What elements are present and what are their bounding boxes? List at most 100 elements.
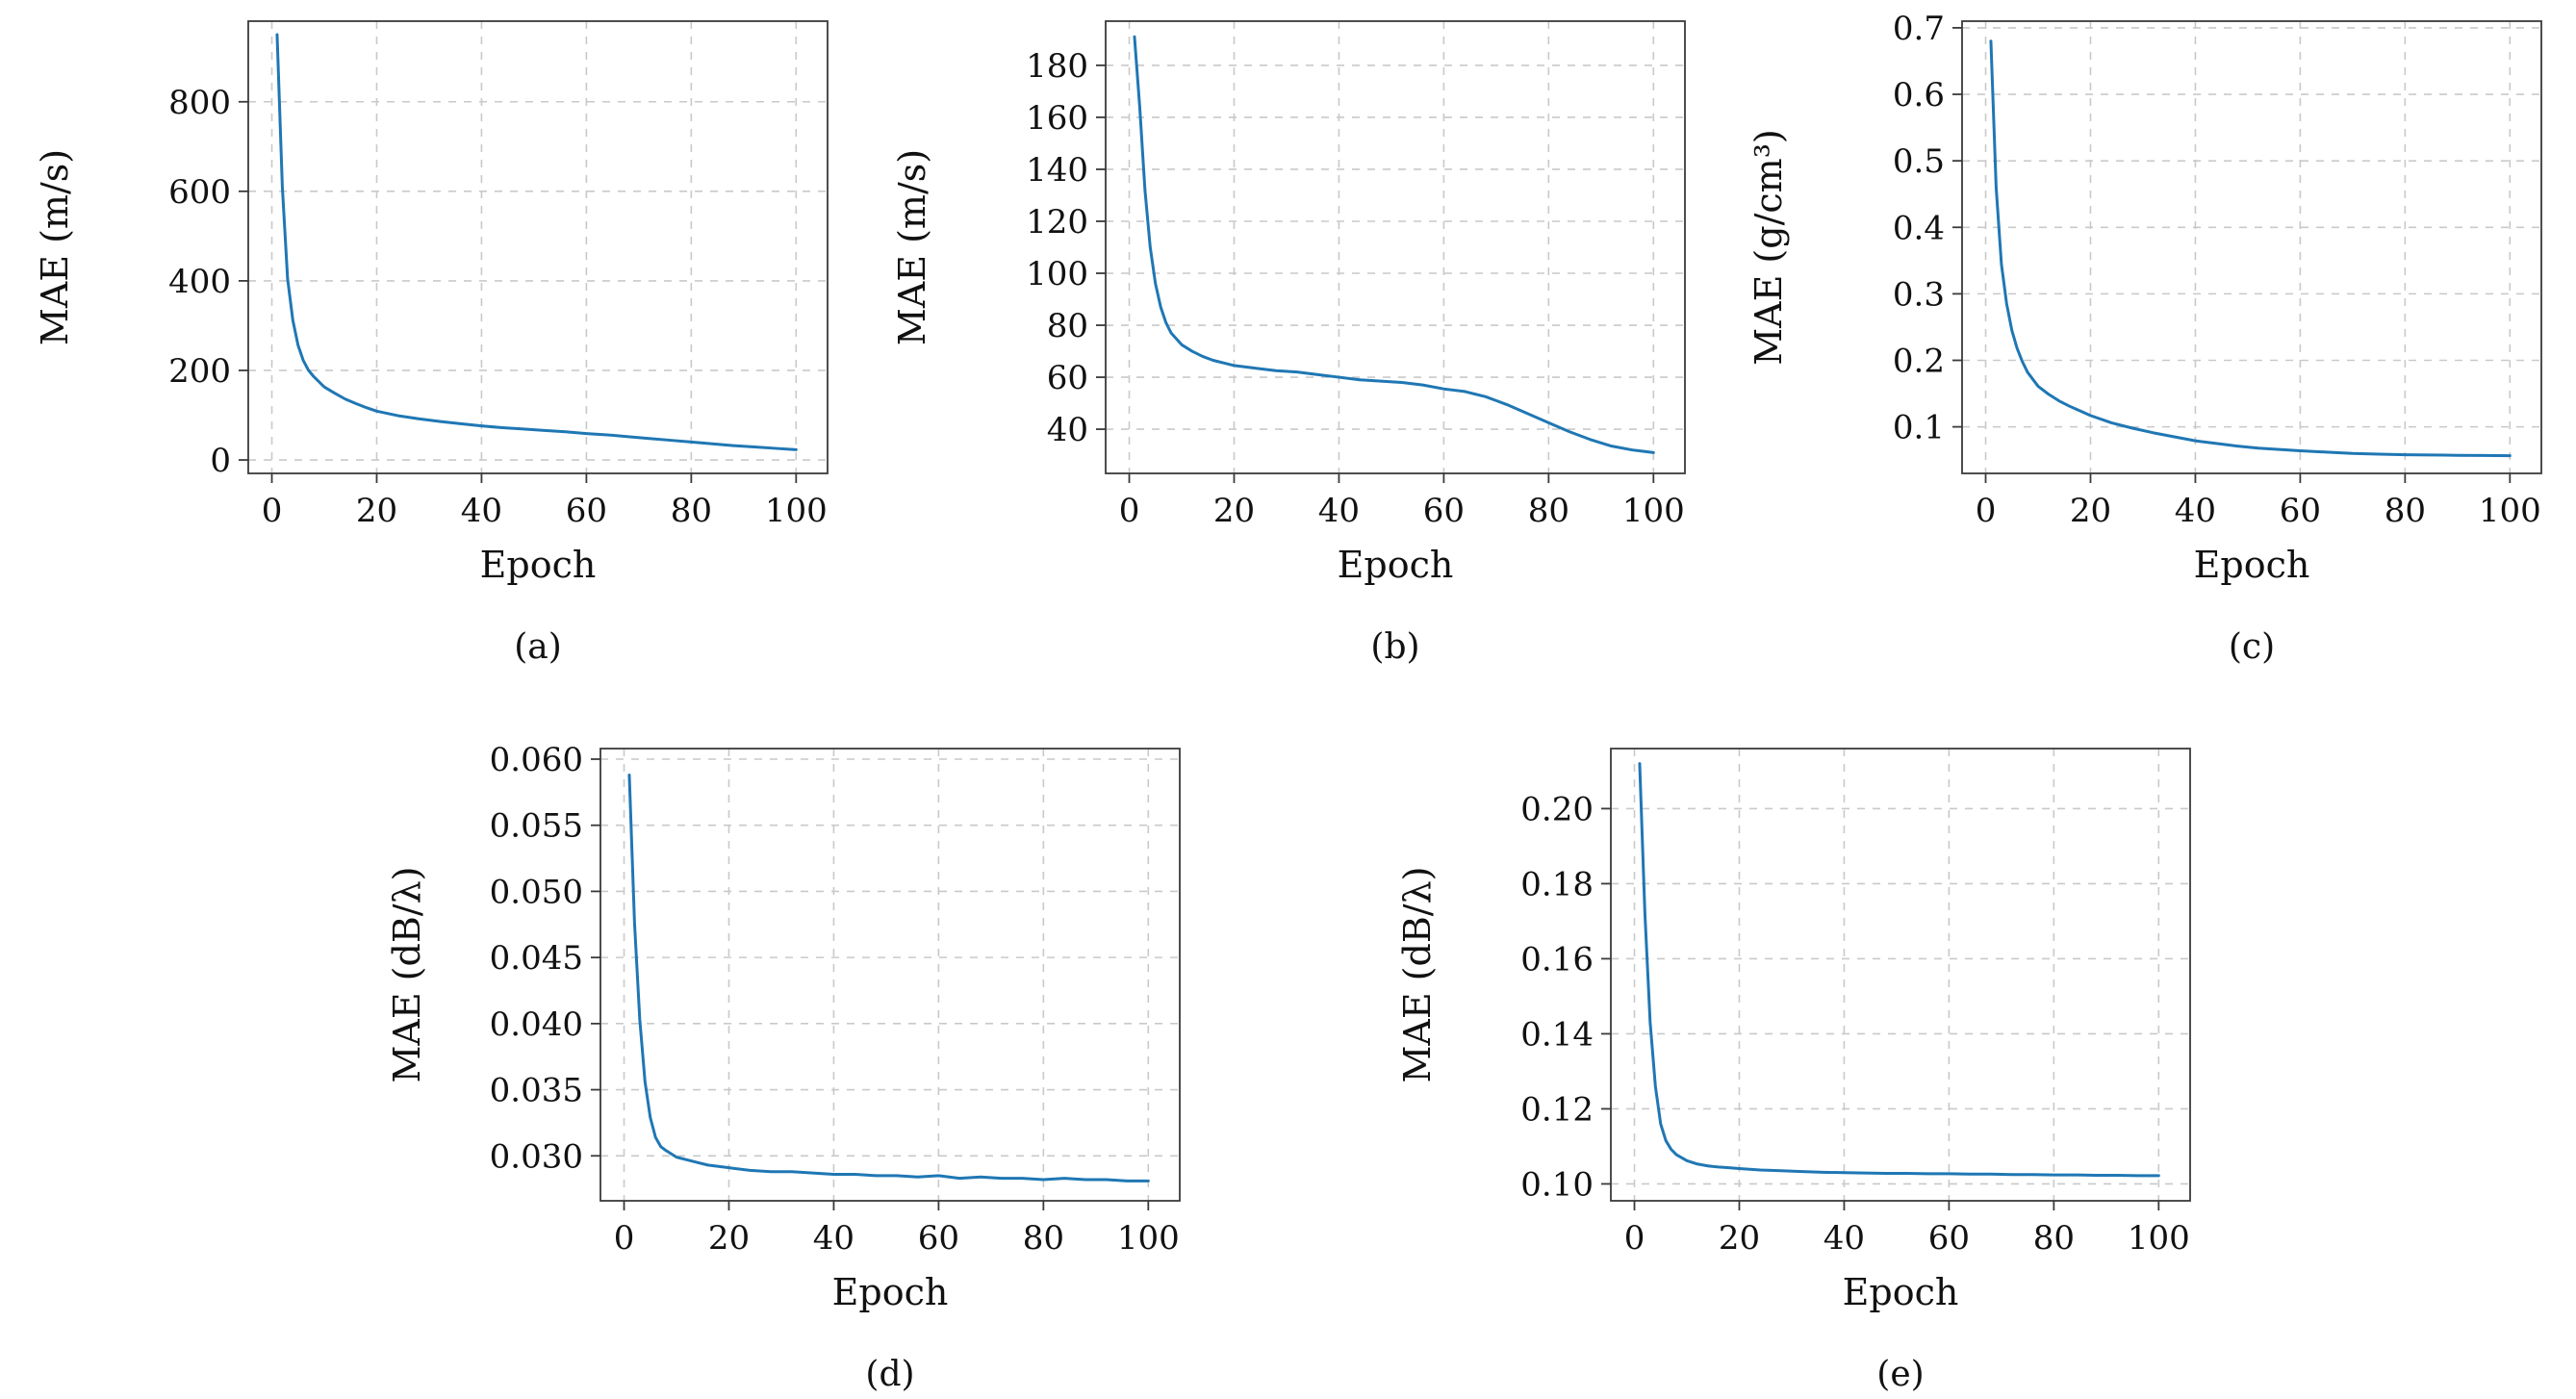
- subfigure-caption: (e): [1876, 1355, 1924, 1394]
- x-tick-label: 0: [262, 492, 283, 530]
- chart-d: 0 20 40 60 80 100 0.030 0.035 0.040 0.045 0.050 0.0…: [360, 733, 1207, 1399]
- y-tick-label: 0.16: [1520, 940, 1594, 979]
- x-tick-label: 100: [2127, 1219, 2189, 1258]
- y-tick-label: 180: [1026, 47, 1088, 86]
- x-tick-label: 60: [2280, 492, 2321, 530]
- plot-border: [1609, 748, 2191, 1202]
- y-tick-label: 0.4: [1893, 209, 1945, 247]
- y-tick-label: 0.2: [1893, 343, 1945, 381]
- loss-curve-line: [1637, 762, 2160, 1178]
- y-tick-label: 0.3: [1893, 275, 1945, 314]
- y-axis-label: MAE (dB/λ): [1396, 867, 1439, 1083]
- y-tick-label: 40: [1046, 411, 1087, 449]
- subfigure-caption: (d): [865, 1355, 914, 1394]
- y-tick-label: 0.18: [1520, 865, 1594, 903]
- y-tick-label: 0.10: [1520, 1165, 1594, 1204]
- x-tick-label: 0: [1976, 492, 1997, 530]
- x-tick-label: 60: [917, 1219, 958, 1258]
- x-tick-label: 20: [1212, 492, 1254, 530]
- x-tick-label: 0: [1623, 1219, 1645, 1258]
- chart-c: 0 20 40 60 80 100 0.1 0.2 0.3 0.4 0.5 0.6 0.7 Epoch MA…: [1722, 6, 2568, 683]
- x-tick-label: 80: [1527, 492, 1569, 530]
- plot-border: [1961, 20, 2542, 474]
- y-tick-label: 0.055: [489, 807, 582, 846]
- x-axis-label: Epoch: [1337, 544, 1453, 586]
- y-tick-label: 0.12: [1520, 1090, 1594, 1129]
- y-axis-label: MAE (m/s): [34, 149, 76, 345]
- x-tick-label: 20: [1718, 1219, 1759, 1258]
- x-tick-label: 60: [566, 492, 607, 530]
- chart-e-svg: 0 20 40 60 80 100 0.10 0.12 0.14 0.16 0.18 0.20 Epoc…: [1396, 748, 2191, 1394]
- x-tick-label: 0: [613, 1219, 634, 1258]
- x-tick-label: 80: [671, 492, 712, 530]
- y-tick-label: 0.040: [489, 1005, 582, 1044]
- y-axis-label: MAE (m/s): [891, 149, 933, 345]
- chart-c-svg: 0 20 40 60 80 100 0.1 0.2 0.3 0.4 0.5 0.6 0.7 Epoch MA…: [1747, 10, 2542, 667]
- x-tick-label: 80: [1022, 1219, 1063, 1258]
- y-tick-label: 80: [1046, 307, 1087, 345]
- y-tick-label: 200: [168, 352, 231, 391]
- subfigure-caption: (b): [1370, 627, 1419, 667]
- y-tick-label: 0.060: [489, 741, 582, 779]
- subfigure-caption: (a): [514, 627, 562, 667]
- y-tick-label: 400: [168, 263, 231, 301]
- y-tick-label: 160: [1026, 99, 1088, 138]
- x-tick-label: 60: [1927, 1219, 1969, 1258]
- chart-b: 0 20 40 60 80 100 40 60 80 100 120 140 160 180 Epoch MA…: [865, 6, 1712, 683]
- y-tick-label: 0.5: [1893, 142, 1945, 181]
- x-tick-label: 20: [356, 492, 397, 530]
- y-tick-label: 100: [1026, 255, 1088, 293]
- x-axis-label: Epoch: [831, 1271, 948, 1313]
- y-tick-label: 0.14: [1520, 1015, 1594, 1054]
- top-row: 0 20 40 60 80 100 0 200 400 600 800 Epoch MAE (m/s)(…: [0, 0, 2576, 683]
- x-axis-label: Epoch: [480, 544, 597, 586]
- x-tick-label: 20: [2070, 492, 2111, 530]
- x-tick-label: 80: [2032, 1219, 2074, 1258]
- y-tick-label: 60: [1046, 359, 1087, 397]
- x-tick-label: 40: [461, 492, 502, 530]
- x-tick-label: 80: [2385, 492, 2426, 530]
- y-tick-label: 120: [1026, 203, 1088, 242]
- y-axis-label: MAE (g/cm³): [1747, 129, 1790, 366]
- chart-b-svg: 0 20 40 60 80 100 40 60 80 100 120 140 160 180 Epoch MA…: [891, 20, 1686, 667]
- x-tick-label: 100: [1621, 492, 1684, 530]
- plot-border: [1104, 20, 1686, 474]
- loss-curve-line: [275, 33, 798, 451]
- plot-border: [247, 20, 829, 474]
- loss-curve-line: [1989, 39, 2512, 458]
- x-tick-label: 100: [765, 492, 828, 530]
- loss-curve-line: [626, 773, 1150, 1183]
- chart-e: 0 20 40 60 80 100 0.10 0.12 0.14 0.16 0.18 0.20 Epoc…: [1370, 733, 2217, 1399]
- x-tick-label: 60: [1422, 492, 1464, 530]
- y-tick-label: 0: [210, 442, 231, 480]
- chart-a-svg: 0 20 40 60 80 100 0 200 400 600 800 Epoch MAE (m/s) (…: [34, 20, 829, 667]
- chart-a: 0 20 40 60 80 100 0 200 400 600 800 Epoch MAE (m/s) (…: [8, 6, 854, 683]
- loss-curve-line: [1132, 35, 1655, 454]
- y-tick-label: 0.7: [1893, 10, 1945, 48]
- y-tick-label: 0.1: [1893, 409, 1945, 447]
- x-tick-label: 40: [812, 1219, 854, 1258]
- y-tick-label: 0.045: [489, 939, 582, 978]
- x-tick-label: 40: [2175, 492, 2216, 530]
- x-tick-label: 20: [707, 1219, 749, 1258]
- y-tick-label: 0.20: [1520, 790, 1594, 828]
- x-tick-label: 0: [1118, 492, 1139, 530]
- x-tick-label: 40: [1823, 1219, 1864, 1258]
- x-axis-label: Epoch: [1842, 1271, 1958, 1313]
- x-tick-label: 100: [2479, 492, 2541, 530]
- y-tick-label: 600: [168, 173, 231, 212]
- plot-border: [599, 748, 1181, 1202]
- subfigure-caption: (c): [2229, 627, 2275, 667]
- x-axis-label: Epoch: [2194, 544, 2310, 586]
- y-tick-label: 0.030: [489, 1137, 582, 1176]
- y-tick-label: 140: [1026, 151, 1088, 190]
- y-tick-label: 0.6: [1893, 76, 1945, 114]
- x-tick-label: 40: [1317, 492, 1359, 530]
- x-tick-label: 100: [1116, 1219, 1179, 1258]
- y-tick-label: 0.035: [489, 1072, 582, 1110]
- y-tick-label: 0.050: [489, 873, 582, 911]
- y-axis-label: MAE (dB/λ): [386, 867, 428, 1083]
- y-tick-label: 800: [168, 84, 231, 122]
- bottom-row: 0 20 40 60 80 100 0.030 0.035 0.040 0.045 0.050 0.0…: [0, 733, 2576, 1399]
